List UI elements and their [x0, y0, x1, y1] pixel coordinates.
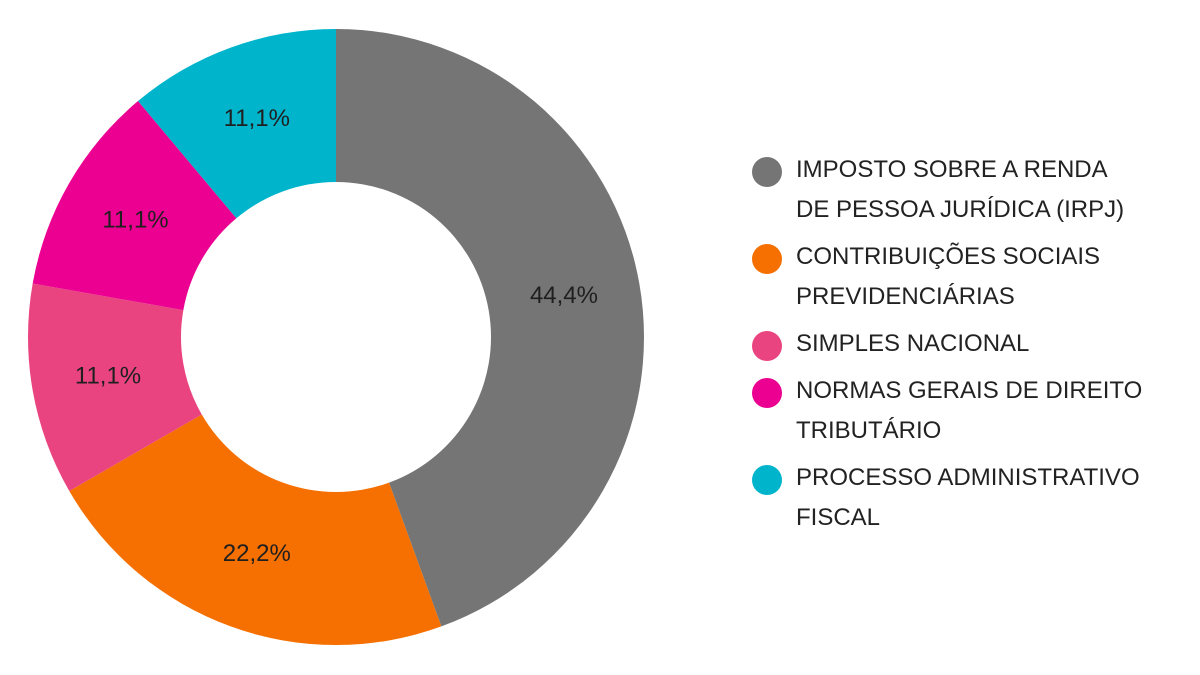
slice-label-0: 44,4%	[530, 282, 598, 309]
donut-slice-2	[27, 283, 202, 491]
slice-label-4: 11,1%	[224, 105, 290, 132]
slice-labels: 44,4% 22,2% 11,1% 11,1% 11,1%	[75, 105, 598, 567]
legend-item-3: NORMAS GERAIS DE DIREITO TRIBUTÁRIO	[752, 371, 1192, 451]
slice-label-1: 22,2%	[223, 540, 291, 567]
legend-item-2: SIMPLES NACIONAL	[752, 324, 1192, 364]
donut-chart: 44,4% 22,2% 11,1% 11,1% 11,1%	[27, 28, 644, 645]
legend-item-1: CONTRIBUIÇÕES SOCIAIS PREVIDENCIÁRIAS	[752, 237, 1192, 317]
donut-slice-4	[138, 28, 336, 219]
donut-slice-0	[336, 29, 644, 627]
chart-legend: IMPOSTO SOBRE A RENDA DE PESSOA JURÍDICA…	[752, 150, 1192, 545]
slice-label-2: 11,1%	[75, 363, 141, 390]
legend-swatch-4	[752, 465, 782, 495]
legend-label-2: SIMPLES NACIONAL	[796, 330, 1030, 357]
donut-slice-1	[69, 414, 442, 645]
slice-label-3: 11,1%	[102, 207, 168, 234]
legend-swatch-2	[752, 331, 782, 361]
legend-item-0: IMPOSTO SOBRE A RENDA DE PESSOA JURÍDICA…	[752, 150, 1192, 230]
donut-slice-3	[32, 101, 237, 311]
legend-label-0: IMPOSTO SOBRE A RENDA DE PESSOA JURÍDICA…	[796, 156, 1125, 223]
legend-label-1: CONTRIBUIÇÕES SOCIAIS PREVIDENCIÁRIAS	[796, 243, 1101, 310]
legend-label-4: PROCESSO ADMINISTRATIVO FISCAL	[796, 464, 1140, 531]
legend-swatch-3	[752, 378, 782, 408]
legend-item-4: PROCESSO ADMINISTRATIVO FISCAL	[752, 458, 1192, 538]
legend-swatch-0	[752, 157, 782, 187]
legend-label-3: NORMAS GERAIS DE DIREITO TRIBUTÁRIO	[796, 377, 1143, 444]
legend-swatch-1	[752, 244, 782, 274]
donut-slices	[27, 28, 644, 645]
